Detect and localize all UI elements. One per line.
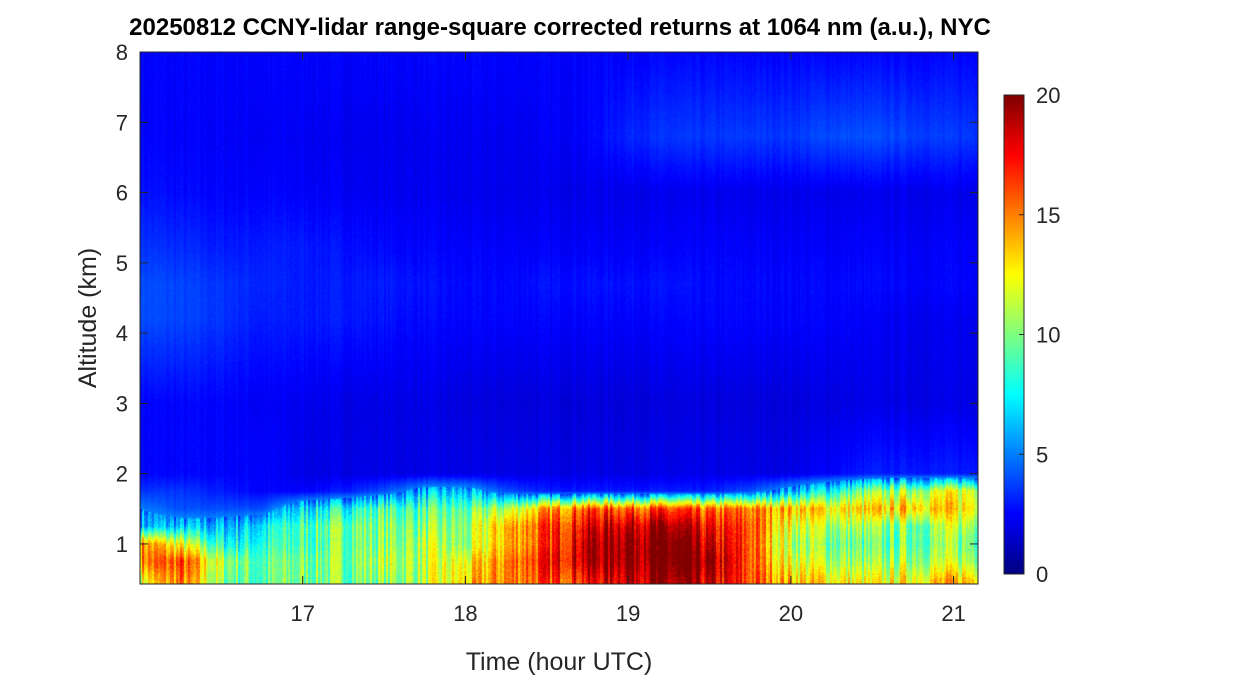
y-tick-label: 5 (116, 251, 128, 276)
colorbar-axis: 0 5 10 15 20 (1019, 83, 1060, 587)
y-axis-label: Altitude (km) (74, 248, 102, 388)
y-tick-label: 7 (116, 110, 128, 135)
x-axis-label: Time (hour UTC) (466, 648, 653, 676)
x-tick-label: 21 (941, 601, 965, 626)
colorbar-box (1003, 94, 1025, 575)
x-axis: 17 18 19 20 21 (290, 52, 966, 626)
x-tick-label: 20 (779, 601, 803, 626)
y-tick-label: 6 (116, 181, 128, 206)
colorbar-tick-label: 0 (1036, 562, 1048, 587)
y-tick-label: 2 (116, 462, 128, 487)
colorbar-tick-label: 5 (1036, 442, 1048, 467)
y-axis: 1 2 3 4 5 6 7 8 (116, 40, 978, 557)
plot-box (139, 51, 979, 585)
heatmap-image (140, 52, 978, 584)
colorbar-tick-label: 15 (1036, 203, 1060, 228)
y-tick-label: 4 (116, 321, 128, 346)
y-tick-label: 8 (116, 40, 128, 65)
colorbar-tick-label: 20 (1036, 83, 1060, 108)
colorbar-tick-label: 10 (1036, 323, 1060, 348)
x-tick-label: 18 (453, 601, 477, 626)
y-tick-label: 1 (116, 532, 128, 557)
x-tick-label: 17 (290, 601, 314, 626)
y-tick-label: 3 (116, 391, 128, 416)
chart-title: 20250812 CCNY-lidar range-square correct… (129, 14, 991, 41)
x-tick-label: 19 (616, 601, 640, 626)
